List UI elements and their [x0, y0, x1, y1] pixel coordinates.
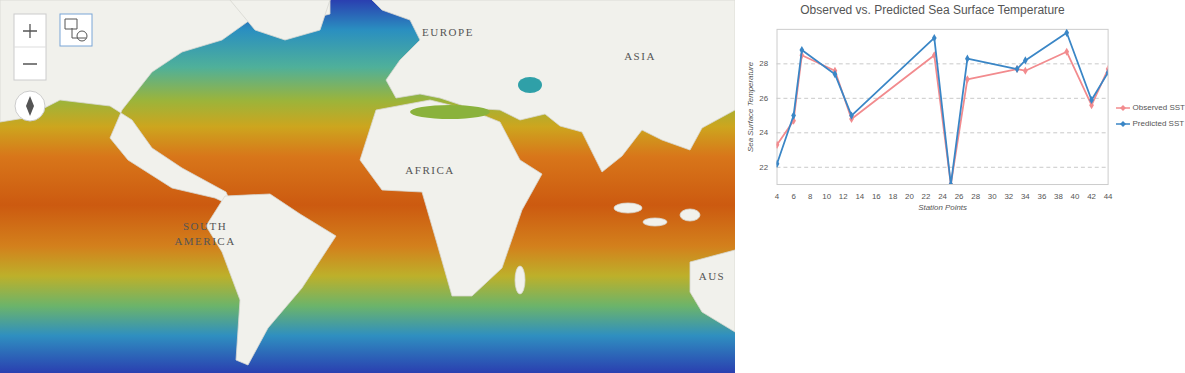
svg-text:AUS: AUS [699, 270, 726, 282]
svg-text:20: 20 [905, 192, 914, 201]
svg-text:34: 34 [1021, 192, 1030, 201]
svg-text:22: 22 [759, 163, 768, 172]
svg-text:40: 40 [1071, 192, 1080, 201]
svg-text:36: 36 [1037, 192, 1046, 201]
svg-text:Sea Surface Temperature: Sea Surface Temperature [746, 61, 755, 152]
svg-text:24: 24 [759, 128, 768, 137]
svg-text:28: 28 [759, 59, 768, 68]
html-text:Observed SST: Observed SST [1132, 103, 1185, 112]
html-text:Observed vs. Predicted Sea Sur: Observed vs. Predicted Sea Surface Tempe… [800, 3, 1065, 17]
svg-text:28: 28 [971, 192, 980, 201]
svg-text:42: 42 [1087, 192, 1096, 201]
svg-text:AMERICA: AMERICA [174, 235, 235, 247]
svg-text:4: 4 [775, 192, 780, 201]
svg-text:30: 30 [988, 192, 997, 201]
svg-text:18: 18 [889, 192, 898, 201]
svg-text:12: 12 [839, 192, 848, 201]
svg-text:22: 22 [922, 192, 931, 201]
html-text:Predicted SST: Predicted SST [1132, 119, 1185, 128]
svg-text:EUROPE: EUROPE [422, 26, 474, 38]
svg-text:SOUTH: SOUTH [183, 220, 227, 232]
svg-text:8: 8 [808, 192, 813, 201]
svg-text:24: 24 [938, 192, 947, 201]
svg-text:ASIA: ASIA [624, 50, 656, 62]
svg-text:10: 10 [822, 192, 831, 201]
svg-text:16: 16 [872, 192, 881, 201]
svg-text:32: 32 [1004, 192, 1013, 201]
svg-text:44: 44 [1104, 192, 1113, 201]
svg-text:26: 26 [955, 192, 964, 201]
svg-text:6: 6 [791, 192, 796, 201]
svg-text:26: 26 [759, 94, 768, 103]
svg-text:38: 38 [1054, 192, 1063, 201]
svg-text:AFRICA: AFRICA [405, 164, 454, 176]
svg-text:Station Points: Station Points [918, 203, 967, 212]
svg-text:14: 14 [855, 192, 864, 201]
